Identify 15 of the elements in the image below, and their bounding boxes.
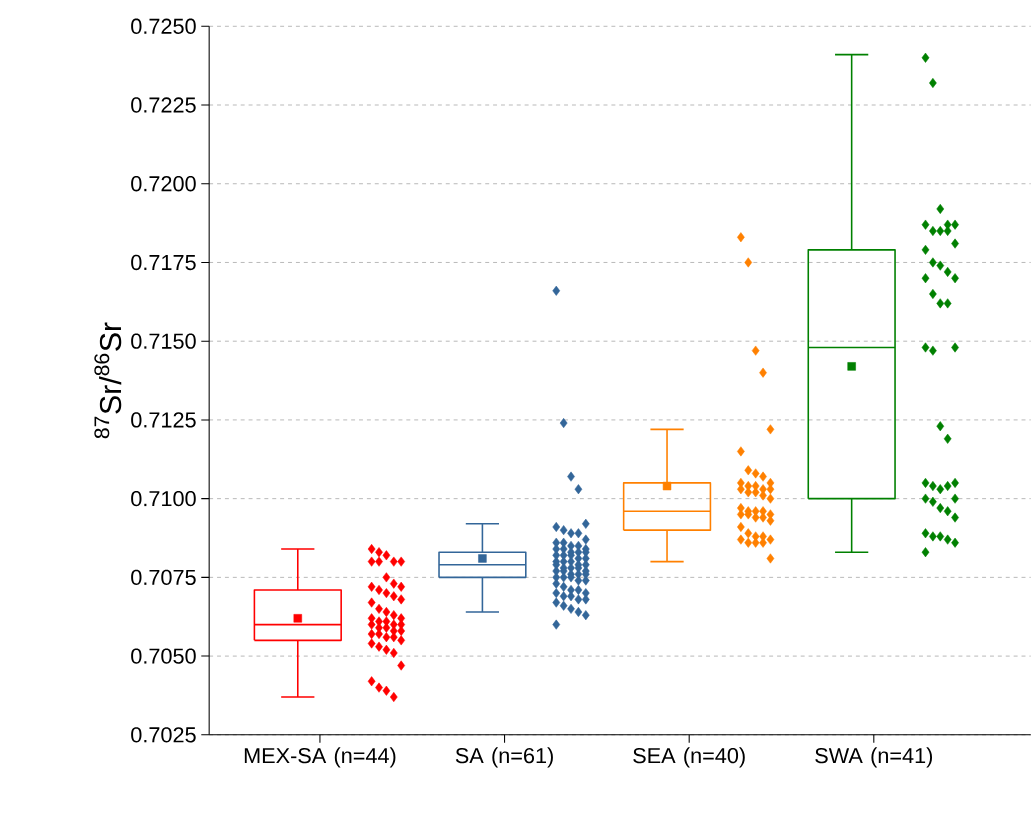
y-tick-label: 0.7100 <box>131 490 196 507</box>
x-tick-label: SEA (n=40) <box>633 747 745 768</box>
y-tick-label: 0.7075 <box>131 569 196 585</box>
y-tick-label: 0.7225 <box>131 97 196 113</box>
y-tick-label: 0.7175 <box>131 254 196 271</box>
y-tick-label: 0.7025 <box>131 727 196 743</box>
y-tick-label: 0.7250 <box>131 18 196 34</box>
x-tick-label: SA (n=61) <box>455 747 553 768</box>
x-tick-label: SWA (n=41) <box>815 747 933 768</box>
y-axis-title: $^{87}$Sr/$^{86}$Sr <box>94 322 122 439</box>
y-tick-label: 0.7150 <box>131 333 196 349</box>
y-tick-label: 0.7125 <box>131 412 196 428</box>
x-tick-label: MEX-SA (n=44) <box>244 747 396 768</box>
y-tick-label: 0.7050 <box>131 648 196 664</box>
y-tick-label: 0.7200 <box>131 175 196 192</box>
